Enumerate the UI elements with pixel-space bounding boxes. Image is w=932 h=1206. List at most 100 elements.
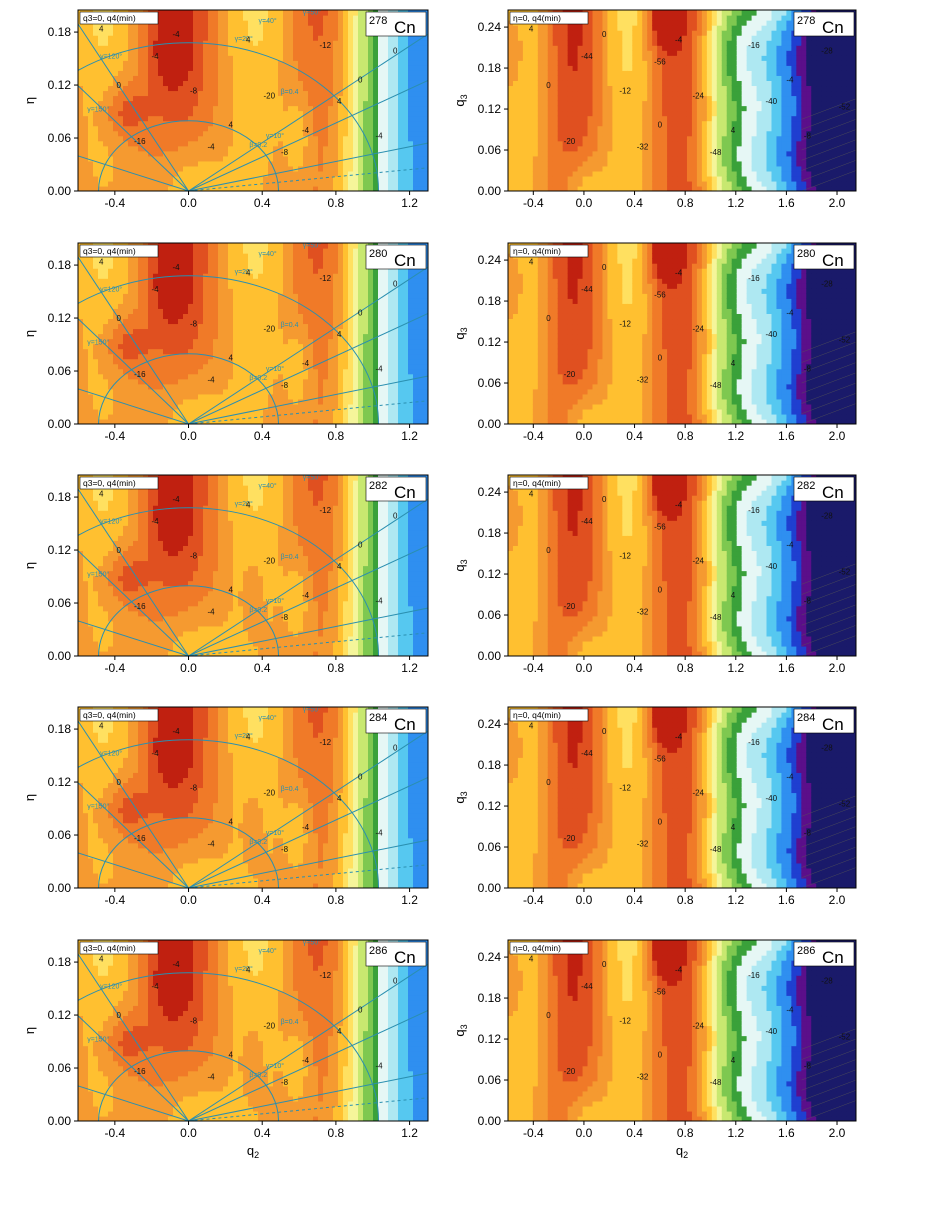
energy-cell [228,110,234,117]
energy-cell [821,180,827,187]
energy-cell [118,90,124,97]
energy-cell [741,35,748,41]
energy-cell [268,80,274,87]
energy-cell [153,175,159,182]
energy-cell [258,125,264,132]
energy-cell [691,65,698,71]
energy-cell [627,85,633,92]
energy-cell [552,170,559,177]
energy-cell [527,125,534,132]
energy-cell [168,55,174,61]
energy-cell [253,150,259,157]
energy-cell [597,85,604,92]
energy-cell [527,180,534,187]
energy-cell [557,120,564,127]
energy-cell [537,115,544,122]
energy-cell [248,70,254,76]
energy-cell [701,130,708,137]
energy-cell [592,70,599,76]
energy-cell [173,110,179,117]
energy-cell [751,175,758,182]
energy-cell [358,165,364,172]
energy-cell [632,10,638,16]
energy-cell [592,90,599,97]
energy-cell [278,80,284,87]
energy-cell [263,170,269,177]
energy-cell [243,140,249,147]
energy-cell [677,100,683,107]
energy-cell [836,170,842,177]
energy-cell [572,60,579,66]
energy-cell [138,60,144,66]
energy-cell [183,115,189,122]
energy-cell [682,50,688,56]
energy-cell [761,125,768,132]
energy-cell [368,115,374,122]
energy-cell [766,160,773,167]
energy-cell [118,35,124,41]
energy-cell [138,175,144,182]
energy-cell [278,155,284,162]
energy-cell [672,185,678,191]
energy-cell [343,40,349,46]
energy-cell [323,100,329,107]
energy-cell [258,185,264,191]
energy-cell [388,45,394,51]
energy-cell [811,35,817,41]
energy-cell [418,130,424,137]
energy-cell [766,45,773,51]
guide-label: γ=40° [259,17,277,25]
energy-cell [383,90,389,97]
energy-cell [711,40,718,46]
energy-cell [403,130,409,137]
energy-cell [617,60,623,66]
energy-cell [163,125,169,132]
energy-cell [721,115,728,122]
energy-cell [691,70,698,76]
energy-cell [203,155,209,162]
energy-cell [627,110,633,117]
energy-cell [512,95,519,102]
energy-cell [283,180,289,187]
energy-cell [607,165,613,172]
energy-cell [353,45,359,51]
energy-cell [418,135,424,142]
energy-cell [363,60,369,66]
energy-cell [801,155,807,162]
energy-cell [821,50,827,56]
energy-cell [153,40,159,46]
energy-cell [617,180,623,187]
energy-cell [113,160,119,167]
energy-cell [627,115,633,122]
energy-cell [208,65,214,71]
energy-cell [836,115,842,122]
energy-cell [158,20,164,26]
energy-cell [103,175,109,182]
energy-cell [622,70,628,76]
energy-cell [751,60,758,66]
energy-cell [587,170,594,177]
energy-cell [278,110,284,117]
energy-cell [696,185,703,191]
energy-cell [283,25,289,31]
energy-cell [647,130,653,137]
energy-cell [821,185,827,191]
energy-cell [258,160,264,167]
energy-cell [771,100,778,107]
energy-cell [268,40,274,46]
energy-cell [816,115,822,122]
energy-cell [413,175,419,182]
energy-cell [537,150,544,157]
energy-cell [577,160,584,167]
energy-cell [537,185,544,191]
energy-cell [657,125,663,132]
energy-cell [233,100,239,107]
energy-cell [233,105,239,112]
energy-cell [617,130,623,137]
energy-cell [253,25,259,31]
energy-cell [223,115,229,122]
energy-cell [118,130,124,137]
energy-cell [248,110,254,117]
energy-cell [378,110,384,117]
energy-cell [627,90,633,97]
